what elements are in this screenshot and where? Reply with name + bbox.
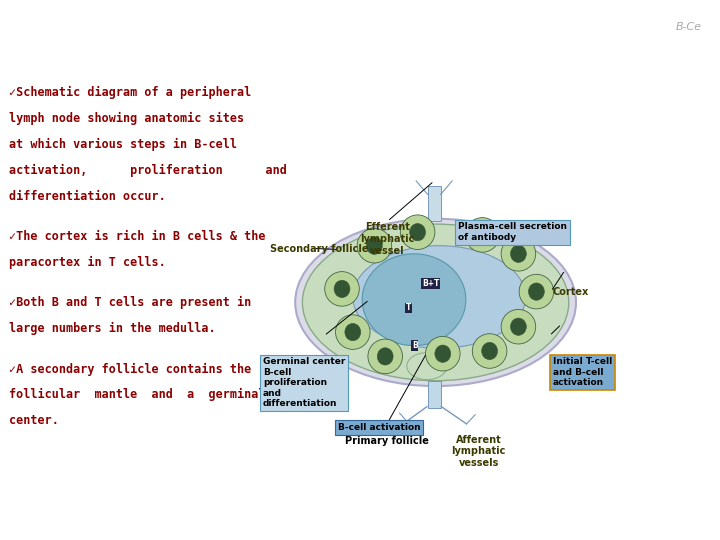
Text: B-Ce: B-Ce — [676, 22, 702, 32]
Ellipse shape — [510, 318, 526, 335]
Ellipse shape — [426, 336, 460, 371]
Text: ✓Schematic diagram of a peripheral: ✓Schematic diagram of a peripheral — [9, 86, 251, 99]
Text: ✓Both B and T cells are present in: ✓Both B and T cells are present in — [9, 296, 251, 309]
Ellipse shape — [366, 237, 382, 254]
Ellipse shape — [510, 245, 526, 262]
Ellipse shape — [325, 272, 359, 306]
Text: ✓A secondary follicle contains the: ✓A secondary follicle contains the — [9, 362, 251, 375]
Text: differentiation occur.: differentiation occur. — [9, 190, 166, 203]
Ellipse shape — [336, 315, 370, 349]
Text: center.: center. — [9, 414, 58, 427]
Ellipse shape — [528, 283, 544, 300]
FancyBboxPatch shape — [428, 186, 441, 221]
FancyBboxPatch shape — [428, 381, 441, 408]
Ellipse shape — [465, 218, 500, 252]
Ellipse shape — [472, 334, 507, 368]
Ellipse shape — [334, 280, 350, 298]
Text: Plasma-cell secretion
of antibody: Plasma-cell secretion of antibody — [458, 222, 567, 242]
Ellipse shape — [407, 353, 447, 380]
Text: follicular  mantle  and  a  germinal: follicular mantle and a germinal — [9, 388, 265, 401]
Ellipse shape — [501, 237, 536, 271]
Ellipse shape — [295, 219, 576, 386]
Text: Primary follicle: Primary follicle — [346, 435, 429, 445]
Text: paracortex in T cells.: paracortex in T cells. — [9, 256, 166, 269]
Ellipse shape — [435, 345, 451, 362]
Text: Initial T-cell
and B-cell
activation: Initial T-cell and B-cell activation — [553, 357, 612, 387]
Ellipse shape — [302, 224, 569, 381]
Text: Afferent
lymphatic
vessels: Afferent lymphatic vessels — [451, 435, 506, 468]
Ellipse shape — [482, 342, 498, 360]
Ellipse shape — [474, 226, 490, 244]
Text: Secondary follicle: Secondary follicle — [270, 245, 369, 254]
Ellipse shape — [357, 228, 392, 263]
Text: Paracortex: Paracortex — [553, 368, 613, 377]
Text: Efferent
lymphatic
vessel: Efferent lymphatic vessel — [360, 222, 415, 255]
Ellipse shape — [345, 323, 361, 341]
Ellipse shape — [353, 246, 526, 348]
Text: B-cell activation: B-cell activation — [338, 423, 420, 432]
Ellipse shape — [519, 274, 554, 309]
Ellipse shape — [501, 309, 536, 344]
Text: at which various steps in B-cell: at which various steps in B-cell — [9, 138, 237, 151]
Text: activation,      proliferation      and: activation, proliferation and — [9, 164, 287, 177]
Text: Cortex: Cortex — [553, 287, 589, 296]
Ellipse shape — [362, 254, 466, 346]
Text: lymph node showing anatomic sites: lymph node showing anatomic sites — [9, 112, 244, 125]
Text: ✓The cortex is rich in B cells & the: ✓The cortex is rich in B cells & the — [9, 230, 265, 243]
Text: T: T — [405, 303, 411, 312]
Ellipse shape — [400, 215, 435, 249]
Text: large numbers in the medulla.: large numbers in the medulla. — [9, 322, 215, 335]
Ellipse shape — [410, 224, 426, 241]
Text: Medulla: Medulla — [458, 230, 502, 240]
Text: Germinal center
B-cell
proliferation
and
differentiation: Germinal center B-cell proliferation and… — [263, 357, 345, 408]
Ellipse shape — [377, 348, 393, 365]
Ellipse shape — [368, 339, 402, 374]
Text: B: B — [412, 341, 418, 350]
Text: B+T: B+T — [422, 279, 439, 288]
